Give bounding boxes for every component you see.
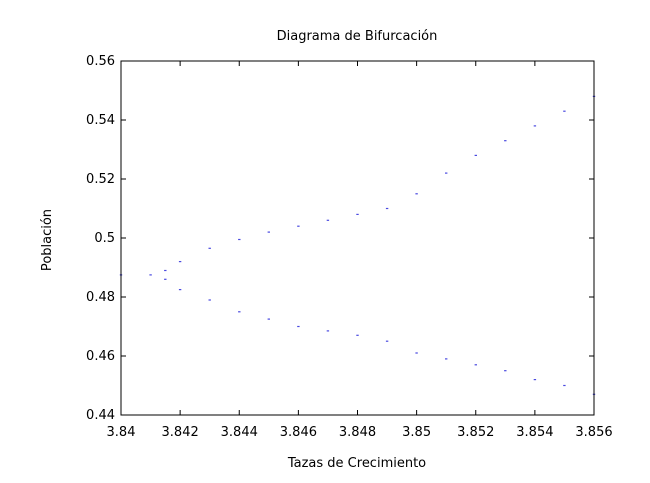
x-axis-label: Tazas de Crecimiento — [287, 456, 426, 471]
data-point — [326, 219, 330, 221]
data-point — [474, 364, 477, 366]
x-tick-label: 3.854 — [516, 425, 553, 440]
y-axis-label: Población — [40, 209, 55, 271]
data-point — [297, 225, 300, 227]
y-tick-label: 0.5 — [94, 231, 115, 246]
y-tick-label: 0.56 — [86, 54, 115, 69]
data-point — [267, 318, 270, 320]
data-point — [164, 278, 167, 280]
ticks-layer: 3.84 3.842 3.844 3.846 3.848 3.85 3.852 3.854 3.… — [86, 54, 613, 440]
y-tick-label: 0.54 — [86, 113, 115, 128]
data-point — [238, 238, 241, 241]
x-tick-label: 3.848 — [339, 425, 376, 440]
x-tick-label: 3.842 — [162, 425, 199, 440]
data-point — [563, 384, 566, 387]
data-point — [149, 274, 152, 276]
data-point — [445, 172, 448, 174]
data-point — [415, 352, 418, 354]
plot-frame — [120, 60, 595, 416]
y-tick-label: 0.44 — [86, 408, 115, 423]
data-point — [164, 269, 167, 272]
data-point — [563, 110, 566, 112]
y-tick-label: 0.52 — [86, 172, 115, 187]
x-tick-label: 3.844 — [221, 425, 258, 440]
y-tick-label: 0.48 — [86, 290, 115, 305]
x-tick-label: 3.846 — [280, 425, 317, 440]
data-point — [504, 140, 507, 142]
data-point — [385, 340, 389, 342]
data-point — [326, 330, 330, 332]
data-point — [267, 231, 270, 233]
data-point — [178, 289, 182, 291]
data-point — [385, 207, 389, 210]
data-point — [504, 370, 507, 372]
data-point — [178, 261, 182, 263]
data-point — [208, 247, 211, 249]
data-point — [474, 154, 477, 156]
data-point — [356, 213, 359, 215]
x-tick-label: 3.852 — [457, 425, 494, 440]
data-point — [445, 358, 448, 360]
chart-title: Diagrama de Bifurcación — [277, 29, 438, 44]
data-point — [533, 379, 537, 381]
data-point — [238, 311, 241, 313]
data-point — [415, 193, 418, 195]
y-tick-label: 0.46 — [86, 349, 115, 364]
data-point — [208, 299, 211, 301]
data-point — [533, 125, 537, 127]
x-tick-label: 3.85 — [402, 425, 431, 440]
points-layer — [119, 95, 596, 395]
x-tick-label: 3.84 — [107, 425, 136, 440]
x-tick-label: 3.856 — [575, 425, 612, 440]
data-point — [356, 334, 359, 336]
data-point — [297, 325, 300, 328]
